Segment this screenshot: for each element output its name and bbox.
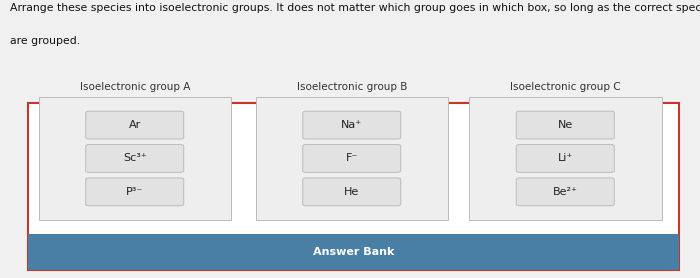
FancyBboxPatch shape [28, 234, 679, 270]
Text: P³⁻: P³⁻ [126, 187, 144, 197]
Text: Arrange these species into isoelectronic groups. It does not matter which group : Arrange these species into isoelectronic… [10, 3, 700, 13]
FancyBboxPatch shape [38, 97, 231, 220]
Text: Answer Bank: Answer Bank [313, 247, 394, 257]
FancyBboxPatch shape [302, 145, 400, 172]
Text: Na⁺: Na⁺ [341, 120, 363, 130]
FancyBboxPatch shape [517, 178, 615, 206]
FancyBboxPatch shape [256, 97, 448, 220]
Text: Isoelectronic group C: Isoelectronic group C [510, 82, 621, 92]
Text: Sc³⁺: Sc³⁺ [123, 153, 146, 163]
FancyBboxPatch shape [85, 111, 183, 139]
FancyBboxPatch shape [302, 111, 400, 139]
Text: are grouped.: are grouped. [10, 36, 80, 46]
FancyBboxPatch shape [517, 145, 615, 172]
Text: F⁻: F⁻ [346, 153, 358, 163]
Text: He: He [344, 187, 359, 197]
FancyBboxPatch shape [85, 145, 183, 172]
FancyBboxPatch shape [85, 178, 183, 206]
Text: Li⁺: Li⁺ [558, 153, 573, 163]
Text: Isoelectronic group A: Isoelectronic group A [80, 82, 190, 92]
FancyBboxPatch shape [469, 97, 662, 220]
FancyBboxPatch shape [302, 178, 400, 206]
FancyBboxPatch shape [517, 111, 615, 139]
Text: Ne: Ne [558, 120, 573, 130]
FancyBboxPatch shape [28, 103, 679, 270]
Text: Isoelectronic group B: Isoelectronic group B [297, 82, 407, 92]
Text: Be²⁺: Be²⁺ [553, 187, 578, 197]
Text: Ar: Ar [129, 120, 141, 130]
